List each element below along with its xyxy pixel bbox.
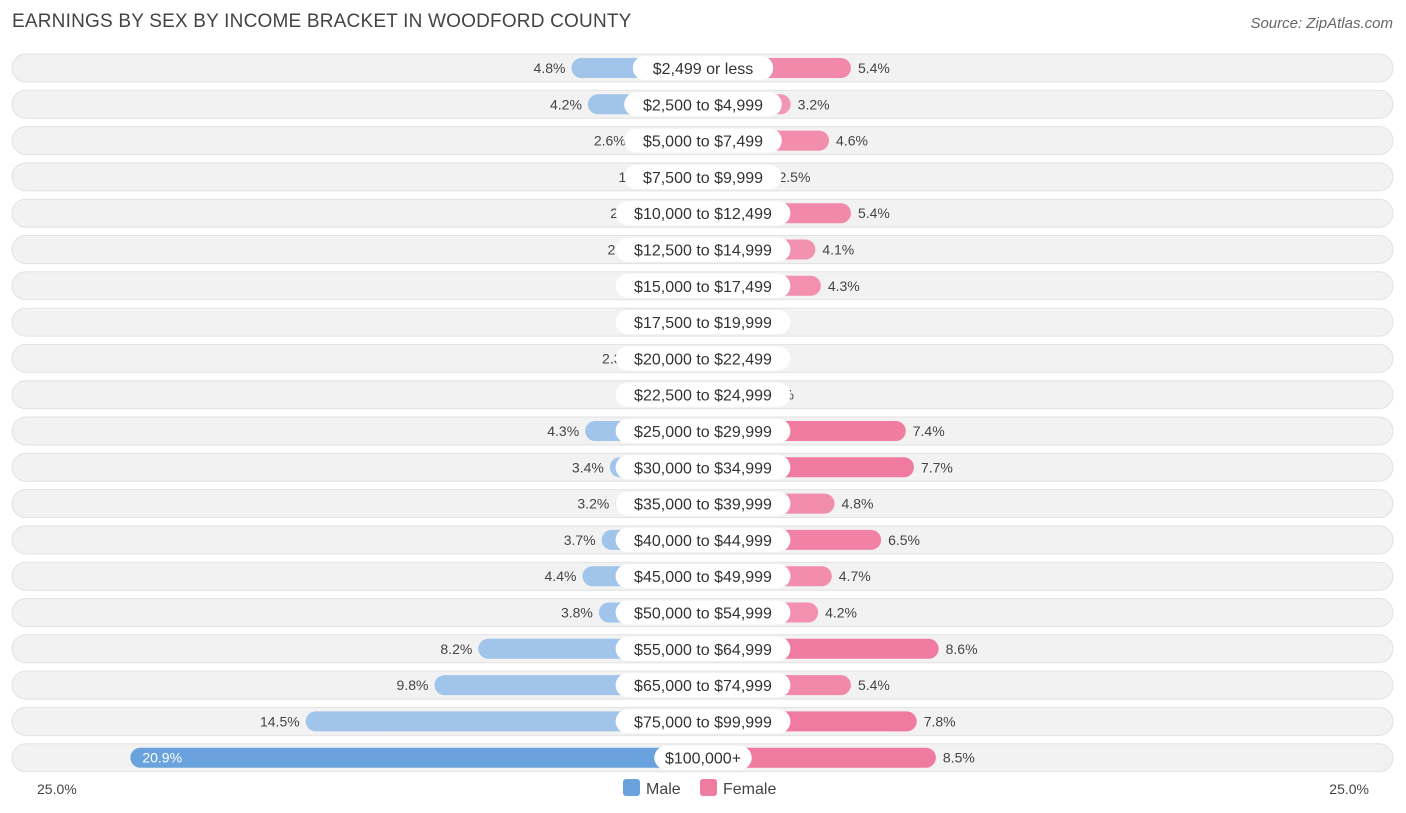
- male-bar: [130, 747, 704, 768]
- male-value-label: 8.2%: [440, 641, 472, 657]
- category-pill: [615, 673, 791, 698]
- legend-label-female: Female: [723, 781, 776, 798]
- category-pill: [615, 273, 791, 298]
- female-value-label: 3.2%: [798, 96, 830, 112]
- female-value-label: 7.7%: [921, 459, 953, 475]
- category-label: $45,000 to $49,999: [634, 569, 772, 586]
- category-pill: [615, 455, 791, 480]
- category-label: $100,000+: [665, 751, 741, 768]
- category-label: $55,000 to $64,999: [634, 642, 772, 659]
- category-pill: [615, 527, 791, 552]
- male-value-label: 4.2%: [550, 96, 582, 112]
- female-value-label: 4.3%: [828, 278, 860, 294]
- category-pill: [615, 237, 791, 262]
- category-label: $30,000 to $34,999: [634, 460, 772, 477]
- male-value-label: 4.8%: [534, 60, 566, 76]
- category-label: $22,500 to $24,999: [634, 388, 772, 405]
- female-bar: [703, 747, 936, 768]
- category-label: $7,500 to $9,999: [643, 170, 763, 187]
- category-label: $40,000 to $44,999: [634, 533, 772, 550]
- female-value-label: 6.5%: [888, 532, 920, 548]
- female-value-label: 5.4%: [858, 205, 890, 221]
- category-pill: [615, 564, 791, 589]
- category-label: $12,500 to $14,999: [634, 243, 772, 260]
- category-pill: [654, 745, 752, 770]
- category-label: $25,000 to $29,999: [634, 424, 772, 441]
- category-label: $5,000 to $7,499: [643, 134, 763, 151]
- female-value-label: 4.2%: [825, 605, 857, 621]
- female-value-label: 7.8%: [924, 713, 956, 729]
- category-label: $20,000 to $22,499: [634, 351, 772, 368]
- category-label: $50,000 to $54,999: [634, 606, 772, 623]
- male-value-label: 3.4%: [572, 459, 604, 475]
- female-value-label: 4.6%: [836, 133, 868, 149]
- male-value-label: 20.9%: [142, 750, 182, 766]
- category-pill: [615, 201, 791, 226]
- female-value-label: 7.4%: [913, 423, 945, 439]
- male-value-label: 14.5%: [260, 713, 300, 729]
- female-value-label: 5.4%: [858, 60, 890, 76]
- male-value-label: 4.3%: [547, 423, 579, 439]
- legend-label-male: Male: [646, 781, 681, 798]
- axis-label-right: 25.0%: [1329, 781, 1369, 797]
- category-label: $2,500 to $4,999: [643, 97, 763, 114]
- category-label: $65,000 to $74,999: [634, 678, 772, 695]
- female-value-label: 2.5%: [779, 169, 811, 185]
- category-pill: [615, 419, 791, 443]
- male-value-label: 4.4%: [545, 568, 577, 584]
- category-pill: [615, 346, 791, 371]
- male-value-label: 3.8%: [561, 605, 593, 621]
- legend-swatch-female: [700, 779, 717, 796]
- category-label: $15,000 to $17,499: [634, 279, 772, 296]
- male-value-label: 3.2%: [577, 496, 609, 512]
- female-value-label: 4.7%: [839, 568, 871, 584]
- male-value-label: 3.7%: [564, 532, 596, 548]
- category-label: $2,499 or less: [653, 61, 754, 78]
- female-value-label: 5.4%: [858, 677, 890, 693]
- category-label: $75,000 to $99,999: [634, 714, 772, 731]
- male-bar: [305, 711, 703, 732]
- category-pill: [615, 382, 791, 407]
- male-value-label: 2.6%: [594, 133, 626, 149]
- chart-title: EARNINGS BY SEX BY INCOME BRACKET IN WOO…: [12, 11, 632, 32]
- category-label: $35,000 to $39,999: [634, 497, 772, 514]
- female-value-label: 8.5%: [943, 750, 975, 766]
- category-pill: [615, 636, 791, 661]
- female-value-label: 4.1%: [822, 242, 854, 258]
- category-pill: [624, 92, 782, 117]
- category-label: $17,500 to $19,999: [634, 315, 772, 332]
- category-pill: [624, 164, 782, 189]
- category-pill: [615, 709, 791, 734]
- male-value-label: 9.8%: [397, 677, 429, 693]
- category-pill: [615, 600, 791, 625]
- chart-source: Source: ZipAtlas.com: [1250, 15, 1393, 32]
- axis-label-left: 25.0%: [37, 781, 77, 797]
- category-label: $10,000 to $12,499: [634, 206, 772, 223]
- female-value-label: 4.8%: [842, 496, 874, 512]
- category-pill: [632, 56, 774, 80]
- category-pill: [615, 310, 791, 335]
- legend-swatch-male: [623, 779, 640, 796]
- category-pill: [615, 491, 791, 516]
- category-pill: [624, 128, 782, 153]
- female-value-label: 8.6%: [946, 641, 978, 657]
